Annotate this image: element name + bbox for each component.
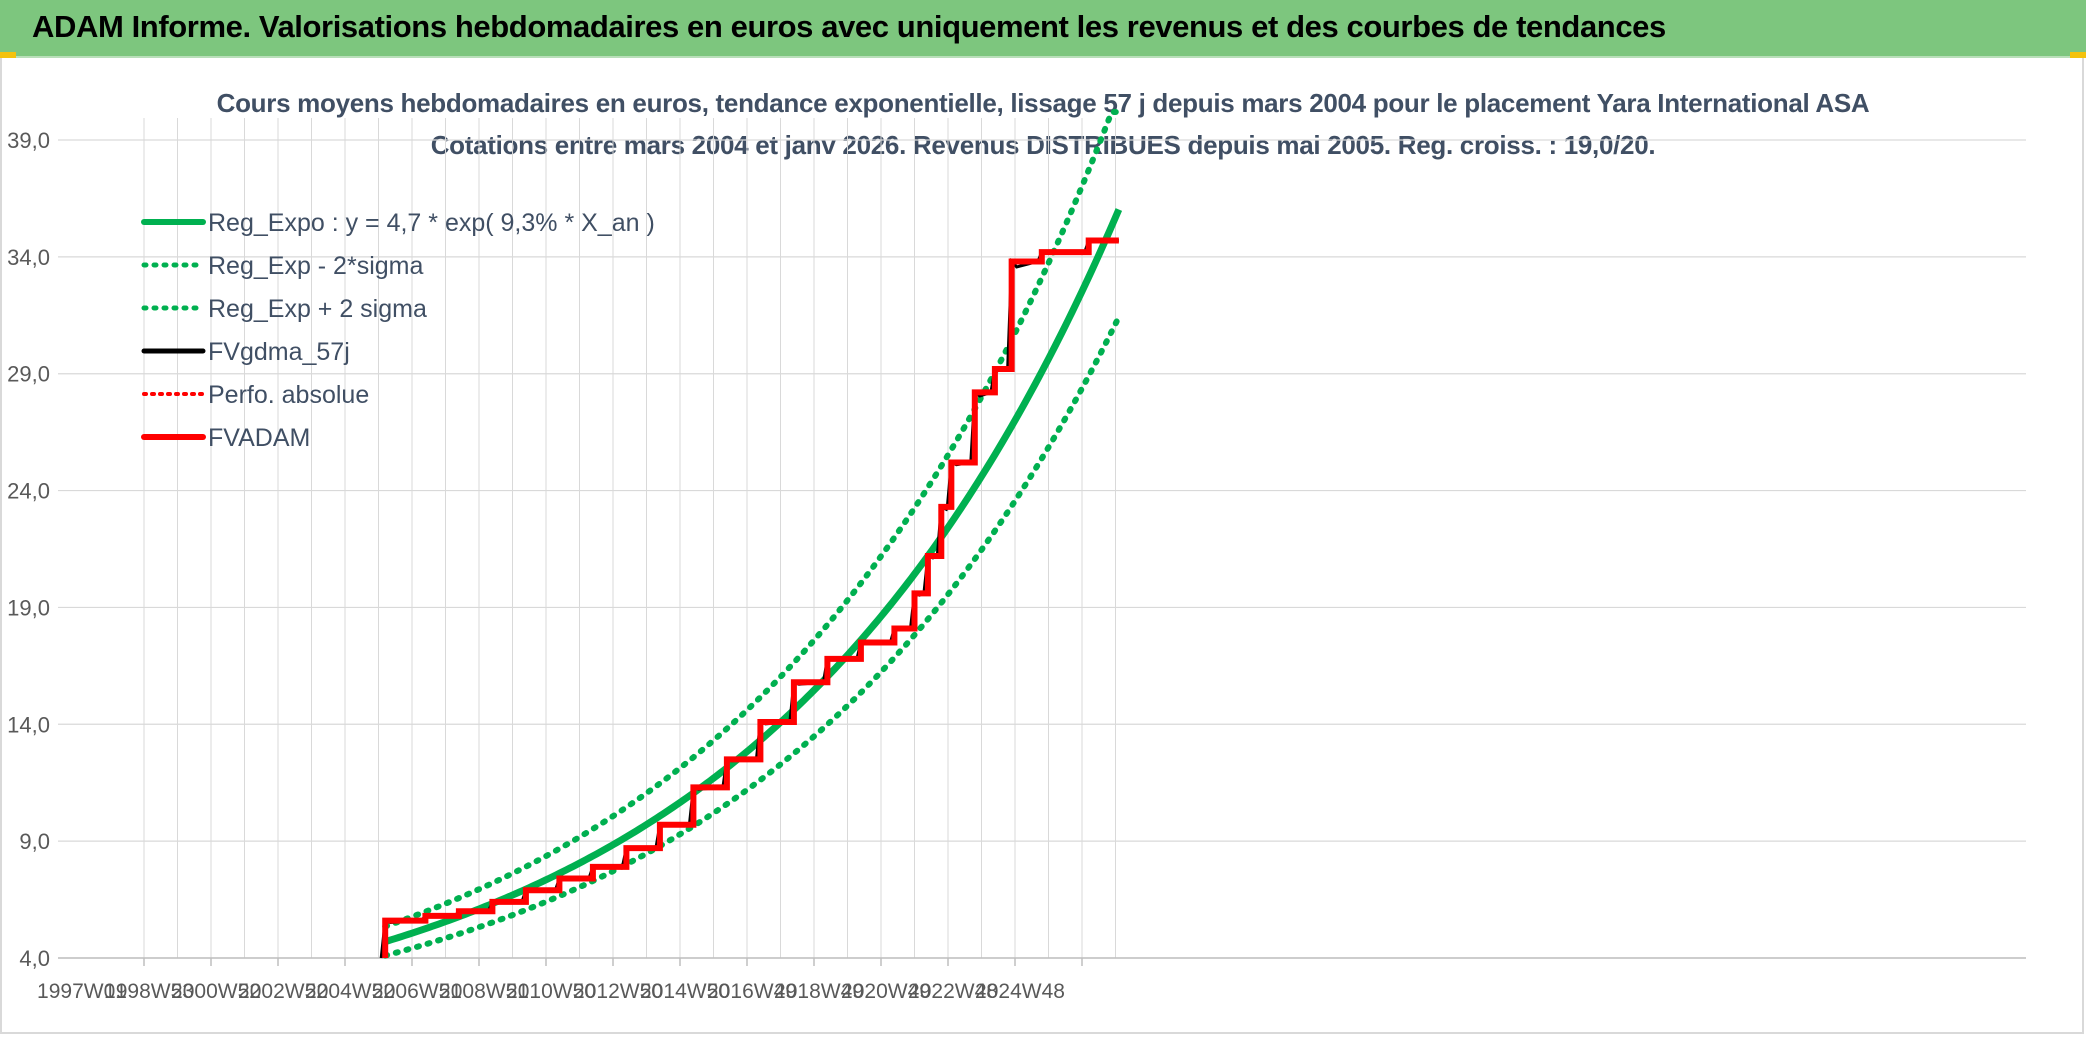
report-banner: ADAM Informe. Valorisations hebdomadaire… [0,0,2086,58]
corner-mark-right [2070,52,2086,58]
report-title: ADAM Informe. Valorisations hebdomadaire… [32,9,1666,44]
chart-title: Cours moyens hebdomadaires en euros, ten… [216,88,1870,118]
corner-mark-left [0,52,16,58]
chart-subtitle: Cotations entre mars 2004 et janv 2026. … [430,130,1656,160]
chart-frame [0,58,2084,1034]
